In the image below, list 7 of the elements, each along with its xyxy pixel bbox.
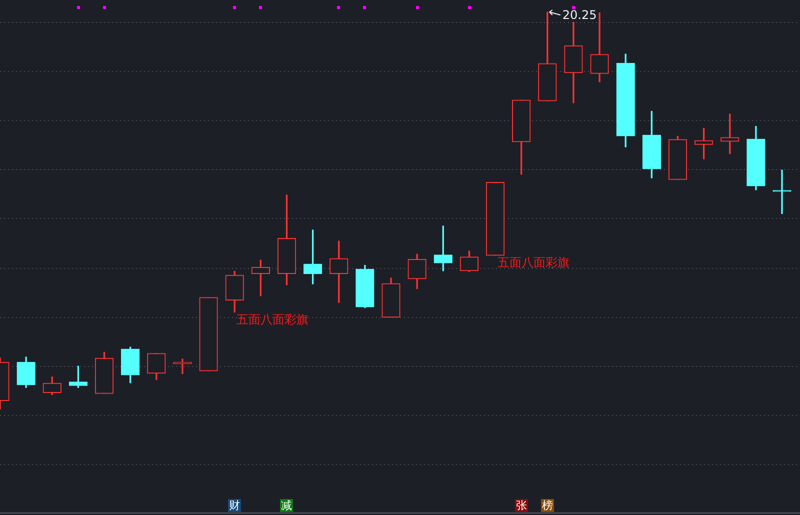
annotation: 五面八面彩旗 [236, 312, 309, 326]
text: 张 [516, 498, 527, 512]
annotation: 20.25 [562, 8, 597, 22]
text: 财 [229, 498, 240, 512]
annotation: 五面八面彩旗 [497, 255, 570, 270]
text: 榜 [542, 498, 553, 512]
text: 减 [281, 498, 292, 512]
